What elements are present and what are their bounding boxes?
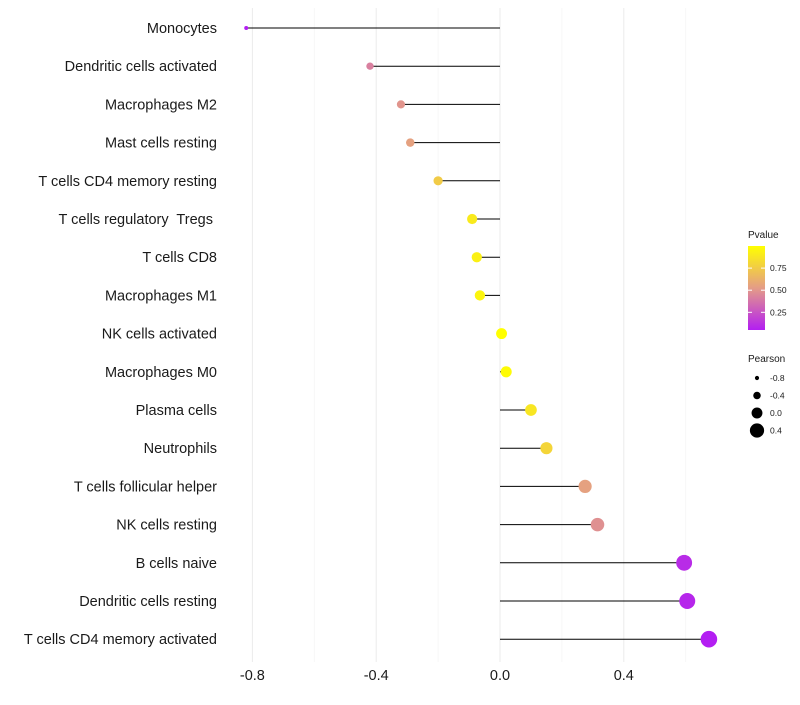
lollipop-dot — [679, 593, 696, 609]
pearson-legend: Pearson -0.8 -0.4 0.0 0.4 — [748, 354, 785, 438]
y-axis-labels: Monocytes Dendritic cells activated Macrop… — [24, 21, 217, 648]
pvalue-legend-title: Pvalue — [748, 230, 779, 241]
pearson-legend-title: Pearson — [748, 354, 785, 365]
lollipop-dot — [590, 517, 605, 532]
y-tick-label: Mast cells resting — [105, 136, 217, 152]
pearson-size-key — [751, 407, 763, 419]
lollipop-dot — [700, 630, 718, 648]
lollipop-dot — [406, 138, 415, 147]
colorbar-tick-label: 0.25 — [770, 307, 787, 317]
y-tick-label: Monocytes — [147, 21, 217, 37]
x-tick-label: 0.4 — [614, 668, 634, 684]
lollipop-dot — [433, 176, 443, 186]
x-axis-ticks: -0.8 -0.4 0.0 0.4 — [240, 668, 634, 684]
pvalue-legend: Pvalue 0.75 0.50 0.25 — [748, 230, 787, 330]
y-tick-label: NK cells activated — [102, 327, 217, 343]
y-tick-label: B cells naive — [136, 556, 217, 572]
lollipop-dot — [244, 26, 249, 30]
y-tick-label: T cells CD8 — [142, 250, 217, 266]
lollipop-dot — [578, 479, 592, 493]
lollipop-dot — [366, 62, 374, 70]
y-tick-label: T cells CD4 memory activated — [24, 632, 217, 648]
pearson-size-key — [753, 391, 761, 400]
lollipop-dot — [471, 252, 482, 263]
y-tick-label: Plasma cells — [136, 403, 217, 419]
y-tick-label: T cells regulatory Tregs — [59, 212, 218, 228]
lollipop-stems — [246, 27, 709, 640]
x-tick-label: -0.8 — [240, 668, 265, 684]
lollipop-dot — [396, 100, 406, 109]
y-tick-label: NK cells resting — [116, 518, 217, 534]
lollipop-dot — [474, 290, 486, 301]
pearson-size-key — [754, 375, 760, 381]
pearson-key-label: -0.4 — [770, 391, 785, 401]
lollipop-dots — [244, 26, 718, 648]
pvalue-colorbar — [748, 246, 765, 330]
lollipop-dot — [500, 366, 512, 378]
pearson-key-label: 0.0 — [770, 408, 782, 418]
y-tick-label: T cells CD4 memory resting — [38, 174, 217, 190]
lollipop-dot — [496, 328, 508, 340]
colorbar-tick-label: 0.50 — [770, 285, 787, 295]
lollipop-dot — [467, 213, 478, 225]
lollipop-dot — [540, 442, 553, 455]
pearson-key-label: -0.8 — [770, 373, 785, 383]
pearson-size-key — [749, 423, 765, 438]
grid-lines — [251, 8, 687, 662]
pearson-key-label: 0.4 — [770, 426, 782, 436]
x-tick-label: 0.0 — [490, 668, 510, 684]
y-tick-label: T cells follicular helper — [74, 479, 217, 495]
colorbar-tick-label: 0.75 — [770, 263, 787, 273]
y-tick-label: Neutrophils — [144, 441, 217, 457]
y-tick-label: Macrophages M1 — [105, 288, 217, 304]
y-tick-label: Dendritic cells activated — [65, 59, 217, 75]
y-tick-label: Macrophages M2 — [105, 97, 217, 113]
lollipop-dot — [676, 554, 693, 571]
x-tick-label: -0.4 — [364, 668, 389, 684]
y-tick-label: Macrophages M0 — [105, 365, 217, 381]
y-tick-label: Dendritic cells resting — [79, 594, 217, 610]
lollipop-dot — [525, 404, 537, 416]
